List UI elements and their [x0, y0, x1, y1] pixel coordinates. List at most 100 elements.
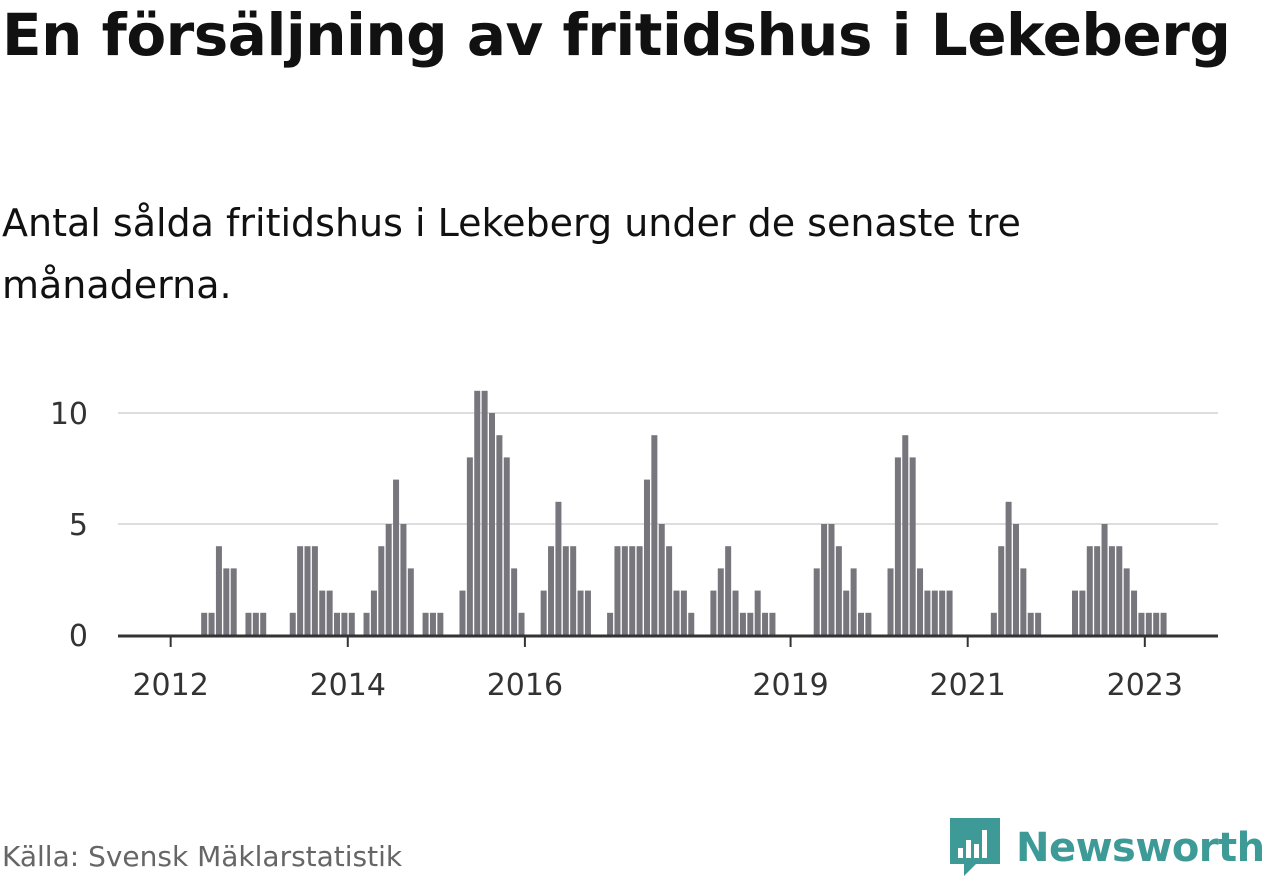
bar	[385, 524, 392, 635]
bar	[429, 612, 436, 635]
x-tick-label: 2019	[752, 668, 828, 703]
bar	[1101, 524, 1108, 635]
bar	[474, 390, 481, 635]
bar	[1108, 546, 1115, 635]
bar	[252, 612, 259, 635]
bar	[1116, 546, 1123, 635]
bar	[747, 612, 754, 635]
chart-subtitle: Antal sålda fritidshus i Lekeberg under …	[2, 201, 1021, 307]
bar	[658, 524, 665, 635]
bar	[304, 546, 311, 635]
bar	[496, 435, 503, 635]
bar	[422, 612, 429, 635]
bar	[850, 568, 857, 635]
bar	[289, 612, 296, 635]
bar	[230, 568, 237, 635]
bar	[865, 612, 872, 635]
bar	[924, 590, 931, 635]
y-tick-label: 10	[50, 397, 88, 432]
bar	[902, 435, 909, 635]
bar	[555, 501, 562, 635]
bar	[990, 612, 997, 635]
bar	[201, 612, 208, 635]
bar	[215, 546, 222, 635]
y-tick-label: 5	[69, 508, 88, 543]
bar	[1094, 546, 1101, 635]
bar	[223, 568, 230, 635]
x-tick-label: 2012	[132, 668, 208, 703]
bar	[518, 612, 525, 635]
bar	[769, 612, 776, 635]
bar	[348, 612, 355, 635]
bar	[1153, 612, 1160, 635]
chart-title: En försäljning av fritidshus i Lekeberg	[2, 1, 1231, 69]
bar	[688, 612, 695, 635]
bar	[570, 546, 577, 635]
bar	[651, 435, 658, 635]
bar	[540, 590, 547, 635]
bar	[629, 546, 636, 635]
bar	[245, 612, 252, 635]
bar	[1079, 590, 1086, 635]
bar	[835, 546, 842, 635]
source-note: Källa: Svensk Mäklarstatistik	[2, 840, 403, 873]
bar	[319, 590, 326, 635]
bar	[858, 612, 864, 635]
bar	[946, 590, 953, 635]
bar	[710, 590, 717, 635]
bar	[828, 524, 835, 635]
y-tick-label: 0	[69, 619, 88, 654]
bar	[1005, 501, 1012, 635]
bars	[201, 390, 1167, 635]
bar	[1138, 612, 1145, 635]
bar	[1027, 612, 1034, 635]
bar	[732, 590, 739, 635]
bar	[636, 546, 643, 635]
bar	[297, 546, 304, 635]
bar	[341, 612, 348, 635]
bar	[813, 568, 820, 635]
bar	[1086, 546, 1093, 635]
newsworthy-logo-icon	[950, 818, 1000, 876]
bar	[607, 612, 614, 635]
bar	[208, 612, 215, 635]
x-tick-label: 2023	[1107, 668, 1183, 703]
bar	[725, 546, 732, 635]
bar	[1131, 590, 1138, 635]
bar	[717, 568, 724, 635]
grid-lines	[118, 412, 1218, 525]
bar	[887, 568, 894, 635]
bar	[459, 590, 466, 635]
bar	[614, 546, 621, 635]
brand-logo: Newsworthy	[950, 818, 1262, 878]
bar	[754, 590, 761, 635]
bar	[739, 612, 746, 635]
bar	[666, 546, 673, 635]
highlight-value-label: 1	[1169, 0, 1188, 8]
bar	[481, 390, 488, 635]
bar	[511, 568, 518, 635]
x-axis: 2012 2014 2016 2019 2021 2023	[118, 634, 1218, 703]
bar	[370, 590, 377, 635]
bar	[400, 524, 407, 635]
bar	[1020, 568, 1027, 635]
bar	[1012, 524, 1019, 635]
bar	[489, 413, 495, 635]
bar	[894, 457, 901, 635]
bar	[939, 590, 946, 635]
bar	[762, 612, 769, 635]
bar	[1072, 590, 1079, 635]
bar	[437, 612, 444, 635]
bar	[393, 479, 400, 635]
bar	[378, 546, 385, 635]
brand-name: Newsworthy	[1016, 825, 1262, 871]
bar	[326, 590, 333, 635]
bar	[843, 590, 850, 635]
bar	[917, 568, 924, 635]
bar	[909, 457, 916, 635]
bar	[998, 546, 1005, 635]
bar	[1145, 612, 1152, 635]
bar	[931, 590, 938, 635]
bar	[363, 612, 370, 635]
y-axis-labels: 0 5 10	[50, 397, 88, 654]
